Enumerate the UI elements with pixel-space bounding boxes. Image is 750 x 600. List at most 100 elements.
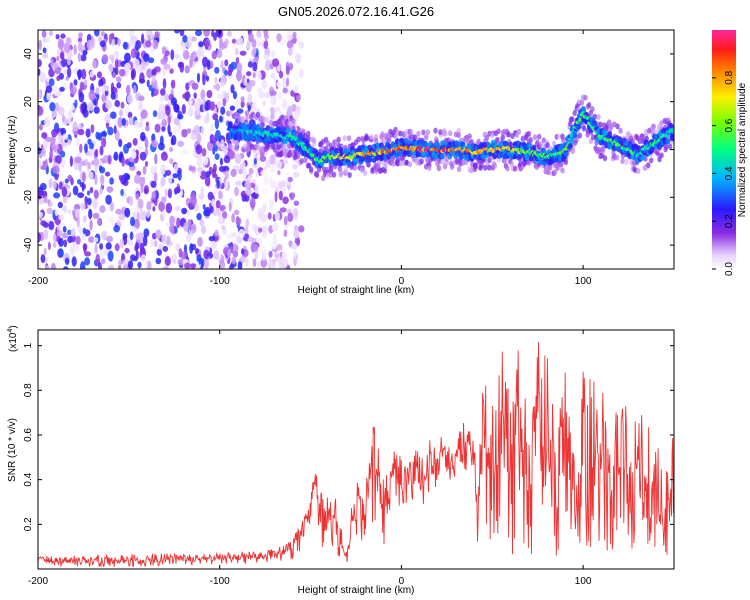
heatmap-noise-cell [107, 154, 112, 165]
heatmap-noise-cell [82, 243, 88, 251]
heatmap-noise-cell [129, 231, 134, 240]
heatmap-noise-cell [56, 230, 63, 237]
heatmap-ridge-cell [396, 151, 402, 157]
heatmap-noise-cell [165, 169, 172, 176]
heatmap-noise-cell [277, 170, 281, 176]
heatmap-noise-cell [67, 117, 71, 125]
heatmap-noise-cell [185, 82, 190, 91]
heatmap-noise-cell [70, 86, 77, 95]
heatmap-noise-cell [229, 246, 234, 254]
heatmap-noise-cell [163, 63, 171, 70]
heatmap-noise-cell [164, 256, 171, 267]
heatmap-noise-cell [56, 225, 61, 231]
heatmap-noise-cell [256, 36, 262, 44]
heatmap-noise-cell [241, 248, 245, 255]
heatmap-noise-cell [94, 174, 98, 186]
heatmap-noise-cell [165, 105, 171, 116]
heatmap-noise-cell [235, 48, 239, 56]
heatmap-noise-cell [88, 89, 96, 101]
heatmap-noise-cell [219, 157, 223, 166]
heatmap-noise-cell [158, 142, 165, 151]
heatmap-noise-cell [247, 105, 251, 112]
heatmap-ridge-cell [379, 155, 384, 162]
heatmap-noise-cell [203, 209, 209, 217]
snr-y-tick-label: 0.2 [23, 517, 34, 531]
heatmap-noise-cell [52, 241, 57, 249]
heatmap-noise-cell [87, 101, 95, 111]
heatmap-noise-cell [172, 125, 180, 135]
heatmap-noise-cell [95, 87, 100, 95]
heatmap-noise-cell [52, 165, 60, 174]
heatmap-noise-cell [86, 197, 92, 206]
heatmap-ridge-cell [531, 144, 537, 151]
heatmap-noise-cell [204, 40, 210, 48]
heatmap-halo-cell [280, 114, 285, 121]
heatmap-noise-cell [58, 248, 64, 257]
heatmap-noise-cell [80, 54, 87, 62]
heatmap-noise-cell [98, 85, 105, 93]
heatmap-noise-cell [257, 246, 261, 255]
heatmap-noise-cell [49, 150, 53, 160]
heatmap-noise-cell [111, 38, 116, 47]
heatmap-halo-cell [284, 148, 289, 155]
heatmap-noise-cell [196, 133, 202, 144]
heatmap-noise-cell [139, 176, 146, 182]
heatmap-noise-cell [119, 109, 123, 117]
heatmap-noise-cell [38, 123, 43, 131]
heatmap-ridge-cell [671, 134, 674, 141]
heatmap-halo-cell [301, 128, 306, 135]
heatmap-ridge-cell [347, 160, 352, 167]
heatmap-noise-cell [72, 121, 78, 132]
heatmap-noise-cell [296, 95, 301, 102]
heatmap-noise-cell [165, 50, 170, 57]
heatmap-noise-cell [197, 236, 203, 247]
heatmap-noise-cell [234, 98, 240, 109]
heatmap-halo-cell [664, 143, 669, 150]
heatmap-halo-cell [382, 167, 388, 174]
heatmap-noise-cell [178, 248, 183, 258]
heatmap-halo-cell [602, 155, 608, 162]
heatmap-noise-cell [256, 71, 262, 82]
heatmap-noise-cell [218, 115, 223, 123]
heatmap-noise-cell [56, 55, 60, 62]
heatmap-noise-cell [260, 169, 268, 176]
heatmap-noise-cell [60, 58, 67, 68]
heatmap-halo-cell [548, 164, 553, 171]
heatmap-noise-cell [135, 204, 139, 212]
heatmap-halo-cell [512, 165, 518, 172]
heatmap-noise-cell [255, 172, 259, 178]
heatmap-halo-cell [500, 134, 505, 141]
heatmap-noise-cell [104, 113, 112, 124]
heatmap-noise-cell [55, 34, 60, 40]
heatmap-halo-cell [421, 129, 426, 136]
heatmap-noise-cell [171, 135, 177, 146]
heatmap-noise-cell [146, 201, 152, 211]
heatmap-noise-cell [116, 82, 122, 89]
heatmap-noise-cell [258, 227, 263, 233]
heatmap-noise-cell [73, 44, 77, 55]
heatmap-noise-cell [230, 61, 238, 70]
heatmap-noise-cell [129, 38, 136, 48]
heatmap-noise-cell [62, 226, 67, 233]
snr-frame [37, 329, 675, 570]
heatmap-noise-cell [213, 84, 221, 90]
colorbar-tick-label: 0.8 [724, 70, 735, 84]
heatmap-halo-cell [636, 168, 641, 174]
heatmap-noise-cell [236, 62, 243, 73]
heatmap-noise-cell [120, 101, 125, 109]
heatmap-noise-cell [75, 208, 80, 218]
heatmap-noise-cell [234, 153, 242, 165]
heatmap-ridge-cell [527, 143, 533, 149]
heatmap-halo-cell [282, 143, 287, 150]
heatmap-noise-cell [219, 204, 226, 211]
heatmap-noise-cell [89, 142, 94, 150]
heatmap-halo-cell [545, 142, 550, 149]
snr-y-tick-label: 0.8 [23, 383, 34, 397]
heatmap-noise-cell [94, 243, 98, 254]
heatmap-noise-cell [64, 257, 70, 265]
heatmap-noise-cell [298, 225, 305, 233]
heatmap-halo-cell [456, 166, 462, 173]
heatmap-noise-cell [150, 180, 157, 188]
heatmap-noise-cell [114, 243, 120, 252]
heatmap-noise-cell [212, 211, 218, 217]
